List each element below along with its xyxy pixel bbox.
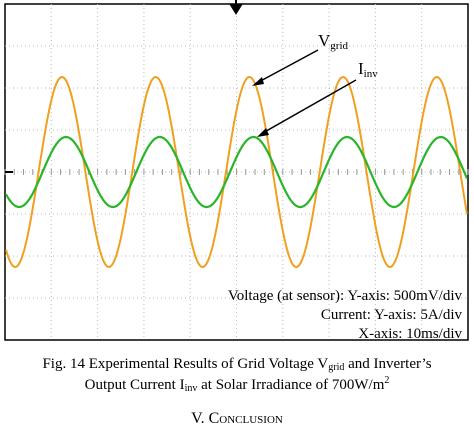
caption-text: and Inverter’s <box>344 356 432 372</box>
vgrid-label: Vgrid <box>318 31 349 52</box>
caption-subscript: inv <box>184 383 198 394</box>
caption-text: at Solar Irradiance of 700W/m <box>197 377 385 393</box>
iinv-label: Iinv <box>358 59 378 80</box>
arrowhead <box>257 128 269 137</box>
arrow <box>260 79 357 135</box>
trigger-marker <box>229 0 243 15</box>
arrow <box>254 49 319 85</box>
caption-line: Fig. 14 Experimental Results of Grid Vol… <box>0 356 474 373</box>
note: Current: Y-axis: 5A/div <box>321 307 463 323</box>
caption-text: Output Current I <box>84 377 185 393</box>
caption-superscript: 2 <box>384 375 390 386</box>
note: X-axis: 10ms/div <box>358 326 462 342</box>
section-heading: V. Conclusion <box>191 410 283 424</box>
oscilloscope-figure: Vgrid Iinv Voltage (at sensor): Y-axis: … <box>4 0 469 342</box>
caption-line: Output Current Iinv at Solar Irradiance … <box>0 375 474 394</box>
caption-text: Fig. 14 Experimental Results of Grid Vol… <box>42 356 329 372</box>
note: Voltage (at sensor): Y-axis: 500mV/div <box>228 288 463 304</box>
current-trace <box>5 135 469 209</box>
caption-subscript: grid <box>328 362 345 373</box>
arrowhead <box>252 77 264 86</box>
